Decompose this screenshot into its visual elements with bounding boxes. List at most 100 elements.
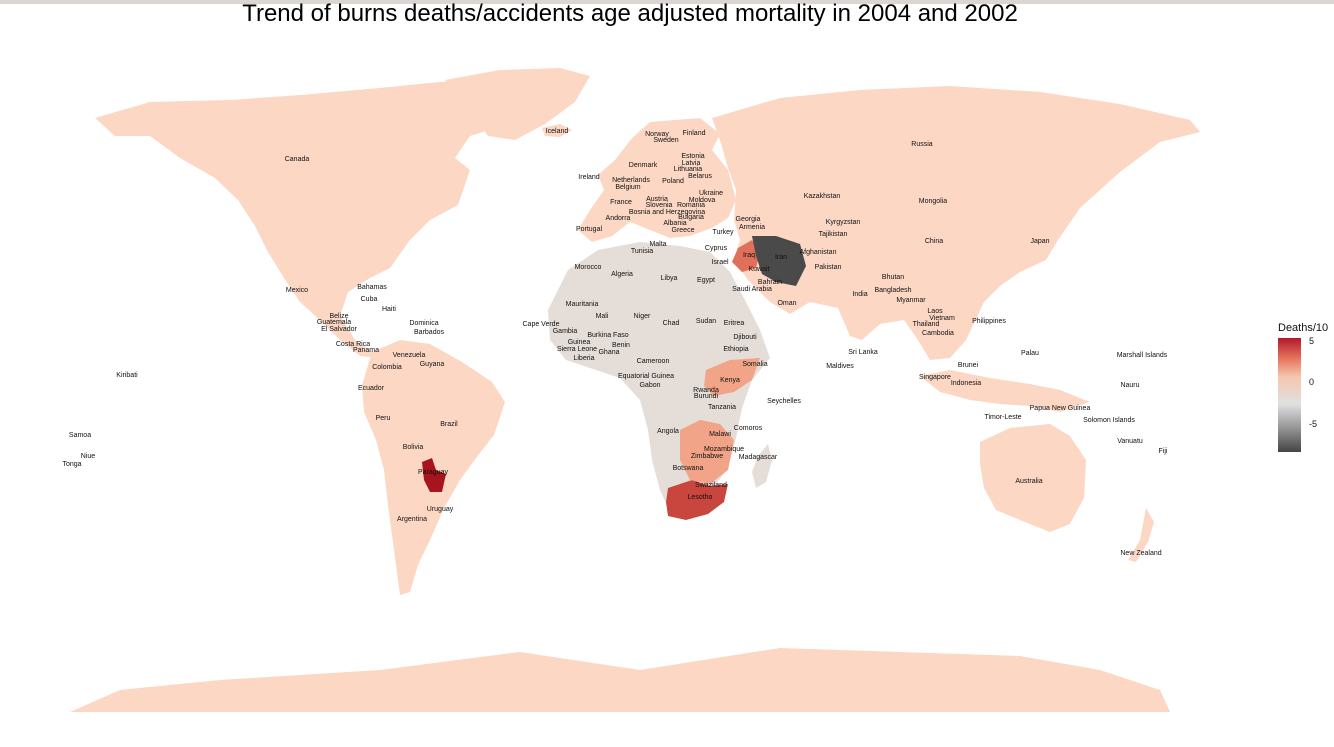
country-label-ethiopia: Ethiopia (723, 346, 748, 353)
country-label-bulgaria: Bulgaria (678, 214, 704, 221)
country-label-argentina: Argentina (397, 516, 427, 523)
country-label-afghanistan: Afghanistan (800, 249, 837, 256)
country-label-israel: Israel (711, 259, 729, 266)
country-label-bahamas: Bahamas (357, 284, 387, 291)
country-label-mauritania: Mauritania (566, 301, 599, 308)
region-japan (1035, 218, 1058, 252)
country-label-canada: Canada (285, 156, 310, 163)
country-label-benin: Benin (612, 342, 630, 349)
country-label-bhutan: Bhutan (882, 274, 904, 281)
region-asia (712, 86, 1200, 360)
country-label-equatorial-guinea: Equatorial Guinea (618, 373, 674, 380)
country-label-ukraine: Ukraine (699, 190, 723, 197)
country-label-mexico: Mexico (286, 287, 308, 294)
country-label-netherlands: Netherlands (612, 177, 650, 184)
country-label-dominica: Dominica (409, 320, 438, 327)
region-horn-of-africa (704, 358, 760, 396)
region-greenland (445, 68, 590, 140)
country-label-madagascar: Madagascar (739, 454, 778, 461)
country-label-kazakhstan: Kazakhstan (804, 193, 841, 200)
legend-tick-mark-5 (1302, 341, 1307, 342)
country-label-colombia: Colombia (372, 364, 402, 371)
country-label-kuwait: Kuwait (748, 266, 769, 273)
region-australia (980, 424, 1086, 532)
country-label-denmark: Denmark (629, 162, 658, 169)
region-iran (752, 236, 806, 286)
country-label-sweden: Sweden (653, 137, 678, 144)
land-masses (70, 68, 1200, 712)
country-label-russia: Russia (911, 141, 933, 148)
country-label-maldives: Maldives (826, 363, 854, 370)
country-label-libya: Libya (661, 275, 678, 282)
country-label-djibouti: Djibouti (733, 334, 757, 341)
country-label-mali: Mali (596, 313, 609, 320)
country-label-nauru: Nauru (1120, 382, 1139, 389)
country-label-liberia: Liberia (573, 355, 594, 362)
country-label-pakistan: Pakistan (815, 264, 842, 271)
country-label-slovenia: Slovenia (646, 202, 673, 209)
country-label-timor-leste: Timor-Leste (984, 414, 1021, 421)
country-label-papua-new-guinea: Papua New Guinea (1030, 405, 1091, 412)
country-label-new-zealand: New Zealand (1120, 550, 1161, 557)
country-label-kyrgyzstan: Kyrgyzstan (826, 219, 861, 226)
country-label-vanuatu: Vanuatu (1117, 438, 1143, 445)
country-label-iceland: Iceland (546, 128, 569, 135)
country-label-malta: Malta (649, 241, 666, 248)
map-title: Trend of burns deaths/accidents age adju… (242, 0, 1018, 27)
country-label-bolivia: Bolivia (403, 444, 424, 451)
region-iceland (542, 124, 572, 137)
legend: Deaths/10 5 0 -5 (1278, 322, 1334, 462)
legend-tick-mark-0 (1302, 382, 1307, 383)
region-south-africa (666, 480, 728, 520)
country-label-sudan: Sudan (696, 318, 716, 325)
country-label-brunei: Brunei (958, 362, 979, 369)
country-label-eritrea: Eritrea (724, 320, 745, 327)
region-antarctica (70, 648, 1170, 712)
legend-tick-5: 5 (1309, 336, 1315, 346)
country-label-norway: Norway (645, 131, 669, 138)
country-label-guatemala: Guatemala (317, 319, 351, 326)
country-label-ireland: Ireland (578, 174, 600, 181)
country-label-tunisia: Tunisia (631, 248, 653, 255)
country-label-cyprus: Cyprus (705, 245, 728, 252)
country-label-oman: Oman (777, 300, 796, 307)
country-label-panama: Panama (353, 347, 379, 354)
country-label-philippines: Philippines (972, 318, 1006, 325)
country-label-singapore: Singapore (919, 374, 951, 381)
country-label-estonia: Estonia (681, 153, 704, 160)
country-label-palau: Palau (1021, 350, 1039, 357)
country-label-guyana: Guyana (420, 361, 445, 368)
country-label-vietnam: Vietnam (929, 315, 955, 322)
highlighted-countries (422, 236, 806, 520)
region-north-america (95, 80, 540, 358)
country-label-lesotho: Lesotho (688, 494, 713, 501)
country-label-marshall-islands: Marshall Islands (1117, 352, 1168, 359)
country-label-fiji: Fiji (1159, 448, 1168, 455)
country-label-india: India (852, 291, 867, 298)
country-label-costa-rica: Costa Rica (336, 341, 370, 348)
country-label-gambia: Gambia (553, 328, 578, 335)
country-label-niger: Niger (634, 313, 651, 320)
country-label-solomon-islands: Solomon Islands (1083, 417, 1135, 424)
country-label-bahrain: Bahrain (758, 279, 782, 286)
country-label-seychelles: Seychelles (767, 398, 801, 405)
region-indonesia (920, 370, 1090, 412)
region-madagascar (752, 444, 772, 488)
country-label-kiribati: Kiribati (116, 372, 138, 379)
country-label-armenia: Armenia (739, 224, 765, 231)
country-label-morocco: Morocco (575, 264, 602, 271)
country-label-haiti: Haiti (382, 306, 396, 313)
country-label-tonga: Tonga (62, 461, 81, 468)
country-label-brazil: Brazil (440, 421, 458, 428)
country-label-latvia: Latvia (682, 160, 701, 167)
country-label-bangladesh: Bangladesh (875, 287, 912, 294)
country-label-venezuela: Venezuela (393, 352, 426, 359)
country-label-somalia: Somalia (742, 361, 767, 368)
country-label-ecuador: Ecuador (358, 385, 385, 392)
country-label-france: France (610, 199, 632, 206)
country-label-belgium: Belgium (615, 184, 640, 191)
country-label-greece: Greece (672, 227, 695, 234)
country-label-angola: Angola (657, 428, 679, 435)
country-label-algeria: Algeria (611, 271, 633, 278)
